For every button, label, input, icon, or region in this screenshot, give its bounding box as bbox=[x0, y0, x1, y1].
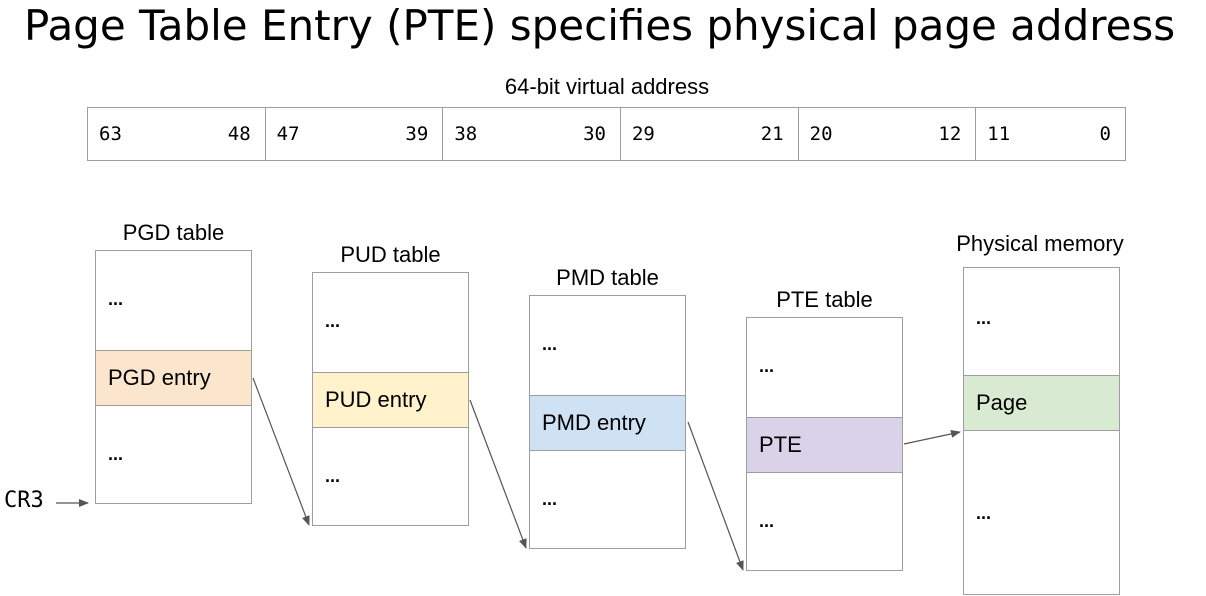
pud-entry-label: PUD entry bbox=[325, 387, 427, 412]
address-segment: 38 30 bbox=[443, 108, 621, 160]
segment-low-bit: 30 bbox=[583, 123, 606, 145]
physical-memory: ... Page ... bbox=[963, 267, 1120, 595]
segment-low-bit: 39 bbox=[405, 123, 429, 145]
pmd-entry-label: PMD entry bbox=[542, 410, 646, 435]
segment-low-bit: 48 bbox=[227, 123, 251, 145]
memory-top-rows: ... bbox=[964, 268, 1119, 375]
ellipsis: ... bbox=[976, 308, 992, 328]
address-segment: 63 48 bbox=[88, 108, 266, 160]
pmd-top-rows: ... bbox=[530, 296, 685, 395]
pte-to-page-arrow bbox=[903, 429, 961, 445]
page-entry-label: Page bbox=[976, 390, 1028, 415]
pte-entry: PTE bbox=[747, 417, 902, 473]
ellipsis: ... bbox=[759, 356, 775, 376]
pgd-entry-label: PGD entry bbox=[108, 365, 211, 390]
pte-table: ... PTE ... bbox=[746, 317, 903, 571]
ellipsis: ... bbox=[325, 311, 341, 331]
pud-table-label: PUD table bbox=[340, 242, 441, 267]
ellipsis: ... bbox=[759, 511, 775, 531]
segment-high-bit: 47 bbox=[276, 123, 300, 145]
pud-top-rows: ... bbox=[313, 273, 468, 372]
pte-bottom-rows: ... bbox=[747, 473, 902, 570]
pgd-top-rows: ... bbox=[96, 251, 251, 350]
segment-low-bit: 0 bbox=[1099, 123, 1111, 145]
segment-low-bit: 21 bbox=[760, 123, 784, 145]
pte-table-label: PTE table bbox=[776, 287, 873, 312]
pud-to-pmd-arrow bbox=[469, 399, 527, 549]
ellipsis: ... bbox=[542, 334, 558, 354]
page-entry: Page bbox=[964, 375, 1119, 431]
segment-high-bit: 29 bbox=[631, 123, 655, 145]
page-title: Page Table Entry (PTE) specifies physica… bbox=[24, 1, 1176, 50]
pgd-to-pud-arrow bbox=[252, 377, 310, 526]
pmd-table: ... PMD entry ... bbox=[529, 295, 686, 549]
address-caption: 64-bit virtual address bbox=[504, 74, 710, 99]
pud-table: ... PUD entry ... bbox=[312, 272, 469, 526]
ellipsis: ... bbox=[542, 489, 558, 509]
ellipsis: ... bbox=[108, 444, 124, 464]
ellipsis: ... bbox=[108, 289, 124, 309]
segment-high-bit: 63 bbox=[99, 123, 122, 145]
virtual-address-bar: 63 48 47 39 38 30 29 21 20 12 11 0 bbox=[87, 107, 1126, 161]
segment-low-bit: 12 bbox=[938, 123, 962, 145]
memory-bottom-rows: ... bbox=[964, 431, 1119, 594]
pte-top-rows: ... bbox=[747, 318, 902, 417]
pmd-bottom-rows: ... bbox=[530, 451, 685, 548]
ellipsis: ... bbox=[976, 503, 992, 523]
address-segment: 47 39 bbox=[266, 108, 444, 160]
pte-entry-label: PTE bbox=[759, 432, 802, 457]
address-segment: 29 21 bbox=[621, 108, 799, 160]
pgd-bottom-rows: ... bbox=[96, 406, 251, 503]
cr3-register-label: CR3 bbox=[4, 488, 44, 513]
pgd-entry: PGD entry bbox=[96, 350, 251, 406]
segment-high-bit: 20 bbox=[809, 123, 833, 145]
physical-memory-label: Physical memory bbox=[956, 231, 1124, 256]
pud-entry: PUD entry bbox=[313, 372, 468, 428]
address-segment: 20 12 bbox=[799, 108, 977, 160]
pmd-entry: PMD entry bbox=[530, 395, 685, 451]
segment-high-bit: 38 bbox=[454, 123, 478, 145]
pud-bottom-rows: ... bbox=[313, 428, 468, 525]
pmd-table-label: PMD table bbox=[556, 265, 659, 290]
pgd-table: ... PGD entry ... bbox=[95, 250, 252, 504]
ellipsis: ... bbox=[325, 466, 341, 486]
address-segment: 11 0 bbox=[976, 108, 1125, 160]
pmd-to-pte-arrow bbox=[687, 421, 744, 571]
segment-high-bit: 11 bbox=[987, 123, 1011, 145]
pgd-table-label: PGD table bbox=[122, 220, 225, 245]
